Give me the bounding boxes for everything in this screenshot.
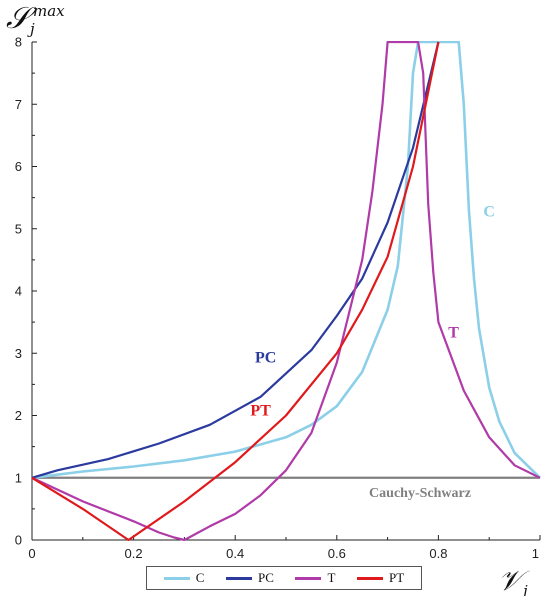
reference-line-label: Cauchy-Schwarz [369,486,471,501]
y-tick-label: 5 [15,221,22,236]
x-tick-label: 0.8 [429,546,447,561]
y-tick-label: 2 [15,408,22,423]
legend-swatch [163,576,190,580]
y-tick-label: 8 [15,35,22,50]
series-line-t [32,41,541,541]
y-tick-label: 3 [15,346,22,361]
y-tick-label: 1 [15,470,22,485]
legend-item-pc: PC [226,570,274,586]
y-axis-title-superscript: max [33,2,65,20]
annotation-c: C [483,203,495,220]
series-group [32,41,541,541]
legend-item-c: C [163,570,205,586]
legend: C PC T PT [146,566,422,590]
series-line-pt [32,41,440,541]
y-tick-label: 4 [15,284,22,299]
legend-label: PC [258,570,274,585]
legend-swatch [357,576,383,580]
legend-swatch [226,576,253,580]
x-axis-title-subscript: j [520,582,528,596]
y-tick-label: 6 [15,159,22,174]
x-tick-label: 0.2 [125,546,143,561]
legend-label: T [327,570,336,585]
annotation-pc: PC [255,350,276,367]
series-line-c [32,41,541,480]
x-tick-label: 1 [532,546,539,561]
legend-label: PT [389,570,405,585]
legend-item-t: T [295,570,335,586]
y-tick-label: 7 [15,97,22,112]
y-tick-label: 0 [15,533,22,548]
legend-item-pt: PT [357,570,404,586]
y-axis-title-subscript: j [27,20,35,38]
legend-swatch [295,576,322,580]
x-tick-label: 0.6 [328,546,346,561]
x-tick-label: 0 [28,546,35,561]
x-tick-label: 0.4 [226,546,244,561]
series-line-pc [32,41,440,479]
annotation-t: T [448,325,459,342]
annotation-pt: PT [250,403,271,420]
legend-label: C [195,570,205,585]
